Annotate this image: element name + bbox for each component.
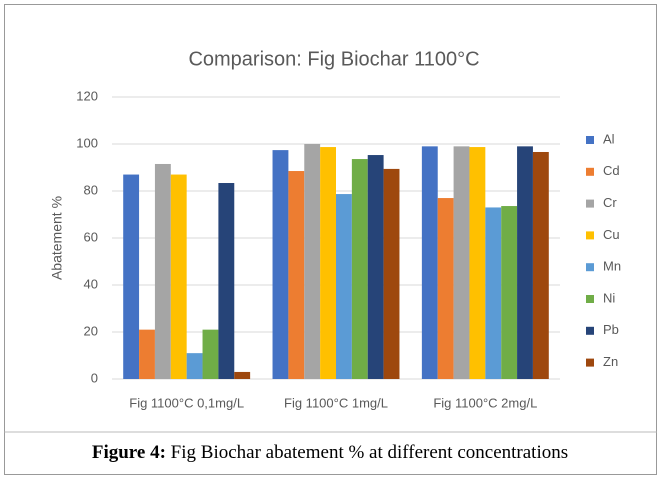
chart-title: Comparison: Fig Biochar 1100°C <box>188 48 479 70</box>
bar <box>234 371 251 379</box>
x-tick-label: Fig 1100°C 1mg/L <box>284 395 388 410</box>
bar <box>218 183 235 379</box>
y-tick-label: 0 <box>91 370 98 385</box>
legend-swatch <box>586 167 594 176</box>
bar <box>437 198 454 379</box>
caption: Figure 4: Fig Biochar abatement % at dif… <box>92 442 568 463</box>
legend-label: Zn <box>603 354 618 369</box>
bar <box>383 168 400 379</box>
legend-label: Pb <box>603 322 619 337</box>
legend-label: Cu <box>603 227 620 242</box>
bar <box>288 171 305 379</box>
bar <box>123 174 140 379</box>
bar <box>501 206 518 379</box>
bar <box>272 150 289 379</box>
x-tick-label: Fig 1100°C 0,1mg/L <box>129 395 244 410</box>
bar <box>485 207 502 379</box>
y-tick-label: 80 <box>84 182 98 197</box>
legend-swatch <box>586 358 594 367</box>
y-tick-label: 40 <box>84 276 98 291</box>
legend-swatch <box>586 231 594 240</box>
bar <box>421 146 438 379</box>
legend-label: Mn <box>603 259 621 274</box>
legend-label: Ni <box>603 290 615 305</box>
y-tick-label: 120 <box>76 88 98 103</box>
y-tick-label: 60 <box>84 229 98 244</box>
legend-label: Cd <box>603 163 620 178</box>
bar <box>170 174 187 379</box>
y-tick-label: 20 <box>84 323 98 338</box>
bar <box>532 151 549 379</box>
bar <box>304 144 321 379</box>
legend-label: Al <box>603 131 615 146</box>
legend-swatch <box>586 263 594 272</box>
legend-swatch <box>586 136 594 144</box>
legend-label: Cr <box>603 195 617 210</box>
bar <box>336 194 352 379</box>
bar <box>202 329 219 379</box>
legend-swatch <box>586 326 594 335</box>
bar <box>367 155 384 379</box>
y-tick-label: 100 <box>76 135 98 150</box>
y-axis-label: Abatement % <box>49 196 65 280</box>
caption-label: Figure 4: <box>92 442 166 463</box>
bar <box>469 147 486 379</box>
x-tick-label: Fig 1100°C 2mg/L <box>433 395 537 410</box>
bar <box>517 146 533 379</box>
legend-swatch <box>586 199 594 208</box>
bar <box>320 147 336 379</box>
legend-swatch <box>586 295 594 303</box>
caption-text: Fig Biochar abatement % at different con… <box>171 442 568 463</box>
bar <box>154 163 171 379</box>
bar <box>139 329 155 379</box>
bar <box>351 159 368 379</box>
bar <box>186 353 203 379</box>
bar <box>453 146 470 379</box>
